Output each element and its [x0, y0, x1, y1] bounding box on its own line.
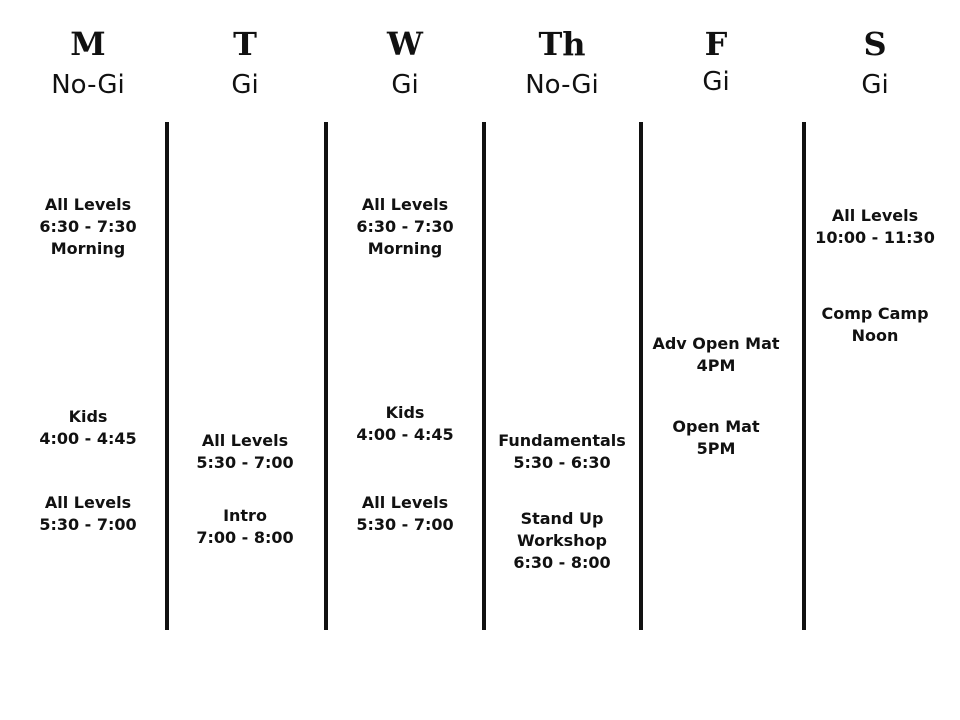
column-divider [165, 122, 169, 630]
class-block: Adv Open Mat 4PM [652, 333, 779, 377]
class-line: 7:00 - 8:00 [196, 528, 294, 547]
column-divider [802, 122, 806, 630]
class-style: Gi [702, 67, 730, 97]
class-line: All Levels [44, 493, 132, 512]
class-line: 5PM [696, 439, 736, 458]
class-style: No-Gi [525, 70, 599, 100]
class-line: 5:30 - 7:00 [196, 453, 294, 472]
day-label: S [863, 25, 887, 63]
day-label: W [387, 25, 423, 63]
class-block: Kids 4:00 - 4:45 [356, 402, 453, 446]
class-line: Stand Up [520, 509, 604, 528]
class-line: All Levels [831, 206, 919, 225]
class-line: All Levels [361, 195, 449, 214]
class-block: Kids 4:00 - 4:45 [39, 406, 136, 450]
class-line: Kids [68, 407, 108, 426]
class-line: 6:30 - 7:30 [356, 217, 454, 236]
class-block: Comp Camp Noon [821, 303, 928, 347]
class-line: 5:30 - 7:00 [39, 515, 137, 534]
class-line: Comp Camp [821, 304, 929, 323]
class-line: Workshop [517, 531, 607, 550]
class-style: Gi [391, 70, 419, 100]
day-label: T [233, 25, 257, 63]
class-line: Adv Open Mat [652, 334, 780, 353]
class-line: Fundamentals [498, 431, 626, 450]
class-line: 4:00 - 4:45 [356, 425, 454, 444]
class-block: Fundamentals 5:30 - 6:30 [498, 430, 626, 474]
class-line: 4PM [696, 356, 736, 375]
day-label: Th [538, 25, 586, 63]
class-line: 4:00 - 4:45 [39, 429, 137, 448]
column-divider [324, 122, 328, 630]
class-block: Stand Up Workshop 6:30 - 8:00 [513, 508, 610, 574]
class-line: All Levels [361, 493, 449, 512]
class-line: Open Mat [672, 417, 760, 436]
class-block: All Levels 10:00 - 11:30 [815, 205, 935, 249]
class-style: Gi [861, 70, 889, 100]
day-label: M [70, 25, 106, 63]
class-line: Morning [50, 239, 126, 258]
column-divider [639, 122, 643, 630]
class-block: Intro 7:00 - 8:00 [196, 505, 293, 549]
class-style: Gi [231, 70, 259, 100]
class-line: Noon [851, 326, 899, 345]
class-block: All Levels 5:30 - 7:00 [196, 430, 293, 474]
class-block: All Levels 5:30 - 7:00 [356, 492, 453, 536]
class-line: All Levels [44, 195, 132, 214]
class-line: 6:30 - 8:00 [513, 553, 611, 572]
class-style: No-Gi [51, 70, 125, 100]
class-line: 5:30 - 6:30 [513, 453, 611, 472]
class-line: Morning [367, 239, 443, 258]
class-line: Intro [223, 506, 267, 525]
class-line: All Levels [201, 431, 289, 450]
class-block: All Levels 5:30 - 7:00 [39, 492, 136, 536]
class-block: All Levels 6:30 - 7:30 Morning [356, 194, 453, 260]
column-divider [482, 122, 486, 630]
class-line: 5:30 - 7:00 [356, 515, 454, 534]
day-label: F [704, 25, 728, 63]
class-block: Open Mat 5PM [672, 416, 759, 460]
class-block: All Levels 6:30 - 7:30 Morning [39, 194, 136, 260]
class-line: Kids [385, 403, 425, 422]
class-line: 6:30 - 7:30 [39, 217, 137, 236]
class-line: 10:00 - 11:30 [815, 228, 935, 247]
